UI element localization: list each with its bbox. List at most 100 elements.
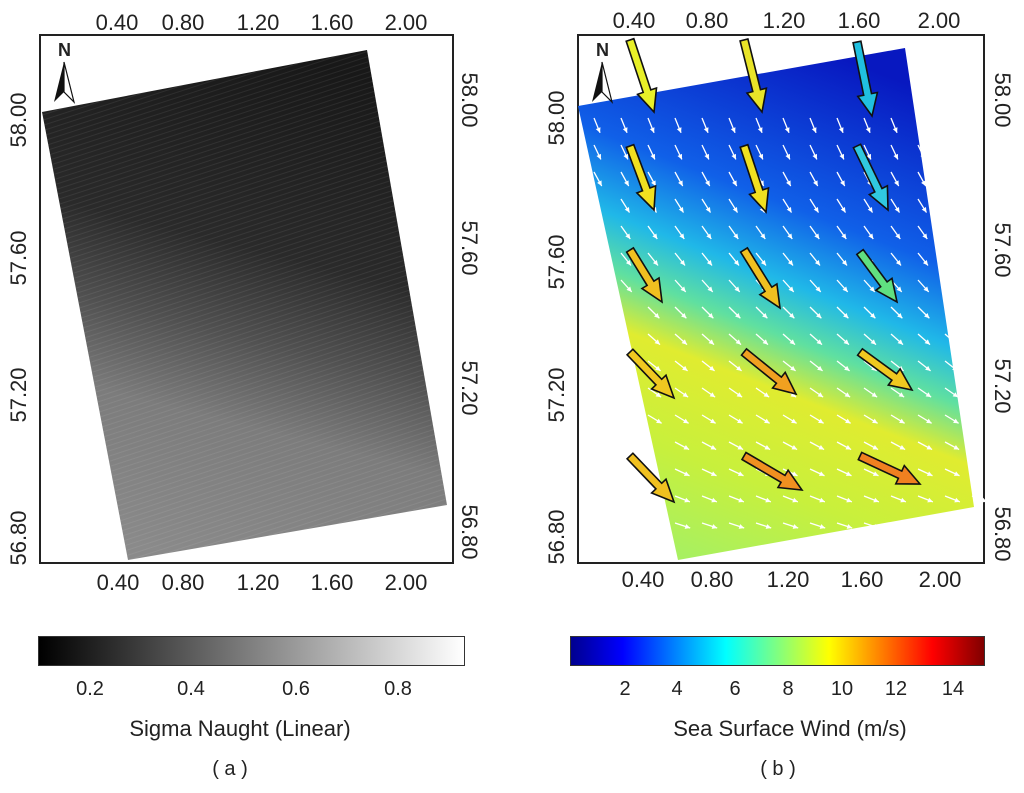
wind-vector-head	[762, 312, 768, 319]
wind-vector-head	[814, 260, 821, 266]
wind-vector-head	[785, 153, 790, 160]
wind-vector-head	[813, 180, 818, 187]
wind-vector-head	[923, 286, 929, 292]
wind-vector-head	[679, 233, 685, 240]
wind-vector-head	[733, 233, 739, 240]
wind-vector-head	[844, 392, 851, 398]
wind-vector-head	[846, 524, 853, 529]
bottom-tick-1: 0.80	[691, 567, 734, 592]
wind-vector-head	[922, 260, 929, 266]
wind-vector-head	[871, 365, 877, 371]
wind-vector-head	[866, 153, 871, 160]
wind-vector-head	[786, 180, 791, 187]
wind-vector-head	[678, 206, 684, 213]
wind-vector-head	[734, 286, 740, 292]
wind-vector-head	[925, 365, 931, 371]
wind-vector-head	[683, 418, 689, 424]
right-tick-0: 58.00	[990, 72, 1015, 127]
left-tick-2: 57.20	[544, 367, 569, 422]
wind-vector-head	[868, 233, 874, 240]
wind-vector-head	[651, 180, 656, 187]
wind-arrow	[857, 451, 922, 485]
wind-vector-head	[838, 127, 844, 133]
wind-vector-head	[789, 312, 795, 319]
wind-vector-head	[790, 392, 797, 398]
wind-vector-head	[787, 260, 794, 266]
right-tick-3: 56.80	[990, 506, 1015, 561]
wind-vector-head	[737, 471, 744, 476]
wind-vector-head	[953, 471, 960, 476]
wind-vector-head	[736, 392, 743, 398]
wind-vector-head	[871, 392, 878, 398]
wind-vector-head	[981, 497, 987, 503]
wind-vector-head	[706, 233, 712, 240]
wind-vector-head	[872, 418, 878, 424]
bottom-tick-3: 1.60	[311, 570, 354, 595]
top-tick-4: 2.00	[385, 10, 428, 35]
wind-vector-head	[927, 497, 933, 503]
wind-vector-head	[840, 180, 845, 187]
left-tick-0: 58.00	[544, 90, 569, 145]
wind-vector-head	[732, 206, 738, 213]
left-tick-1: 57.60	[6, 230, 31, 285]
wind-vector-head	[654, 312, 660, 319]
wind-vector-head	[624, 206, 630, 213]
colorbar-tick-2: 6	[729, 678, 741, 700]
bottom-tick-4: 2.00	[385, 570, 428, 595]
wind-vector-head	[892, 127, 898, 133]
wind-vector-head	[845, 471, 852, 476]
wind-arrow	[740, 451, 804, 491]
wind-vector-head	[920, 153, 925, 160]
wind-vector-head	[789, 339, 796, 345]
wind-vector-head	[624, 180, 629, 187]
bottom-tick-0: 0.40	[622, 567, 665, 592]
wind-vector-head	[682, 365, 688, 371]
wind-vector-head	[704, 153, 709, 160]
large-wind-arrows	[625, 37, 922, 504]
colorbar-tick-6: 14	[941, 678, 965, 700]
left-tick-0: 58.00	[6, 92, 31, 147]
wind-vector-head	[872, 444, 879, 450]
wind-vector-head	[926, 418, 932, 424]
wind-vector-head	[896, 286, 902, 292]
wind-vector-head	[652, 233, 658, 240]
colorbar-tick-3: 8	[782, 678, 794, 700]
wind-vector-head	[733, 260, 740, 266]
wind-vector-head	[683, 471, 690, 476]
wind-vector-head	[711, 497, 717, 503]
wind-vector-head	[791, 444, 798, 450]
wind-vector-head	[684, 524, 691, 529]
wind-vector-head	[898, 392, 905, 398]
wind-vector-head	[764, 418, 770, 424]
wind-arrow	[740, 347, 798, 396]
wind-vector-head	[684, 497, 690, 503]
sigma-colorbar	[38, 636, 465, 666]
wind-vector-head	[872, 471, 879, 476]
wind-map: N 0.40 0.80 1.20 1.60 2.00 0.40 0.80 1.2…	[544, 8, 1015, 592]
wind-vector-head	[650, 153, 655, 160]
wind-arrow	[625, 37, 658, 114]
bottom-tick-0: 0.40	[97, 570, 140, 595]
wind-vector-head	[677, 153, 682, 160]
wind-vector-head	[738, 524, 745, 529]
wind-vector-head	[954, 497, 960, 503]
right-tick-1: 57.60	[457, 220, 482, 275]
left-tick-3: 56.80	[6, 510, 31, 565]
colorbar-tick-1: 0.4	[177, 678, 205, 700]
right-tick-1: 57.60	[990, 222, 1015, 277]
wind-vector-head	[899, 418, 905, 424]
wind-vector-head	[951, 339, 958, 345]
wind-vector-head	[654, 339, 661, 345]
wind-arrow	[625, 348, 676, 400]
panel-caption: ( b )	[760, 758, 796, 780]
wind-vector-head	[894, 206, 900, 213]
right-tick-2: 57.20	[990, 358, 1015, 413]
wind-vector-head	[760, 233, 766, 240]
wind-vector-head	[846, 497, 852, 503]
top-tick-1: 0.80	[686, 8, 729, 33]
wind-vector-head	[735, 339, 742, 345]
wind-vector-head	[816, 312, 822, 319]
wind-vector-head	[790, 365, 796, 371]
wind-vector-head	[843, 312, 849, 319]
right-tick-3: 56.80	[457, 504, 482, 559]
